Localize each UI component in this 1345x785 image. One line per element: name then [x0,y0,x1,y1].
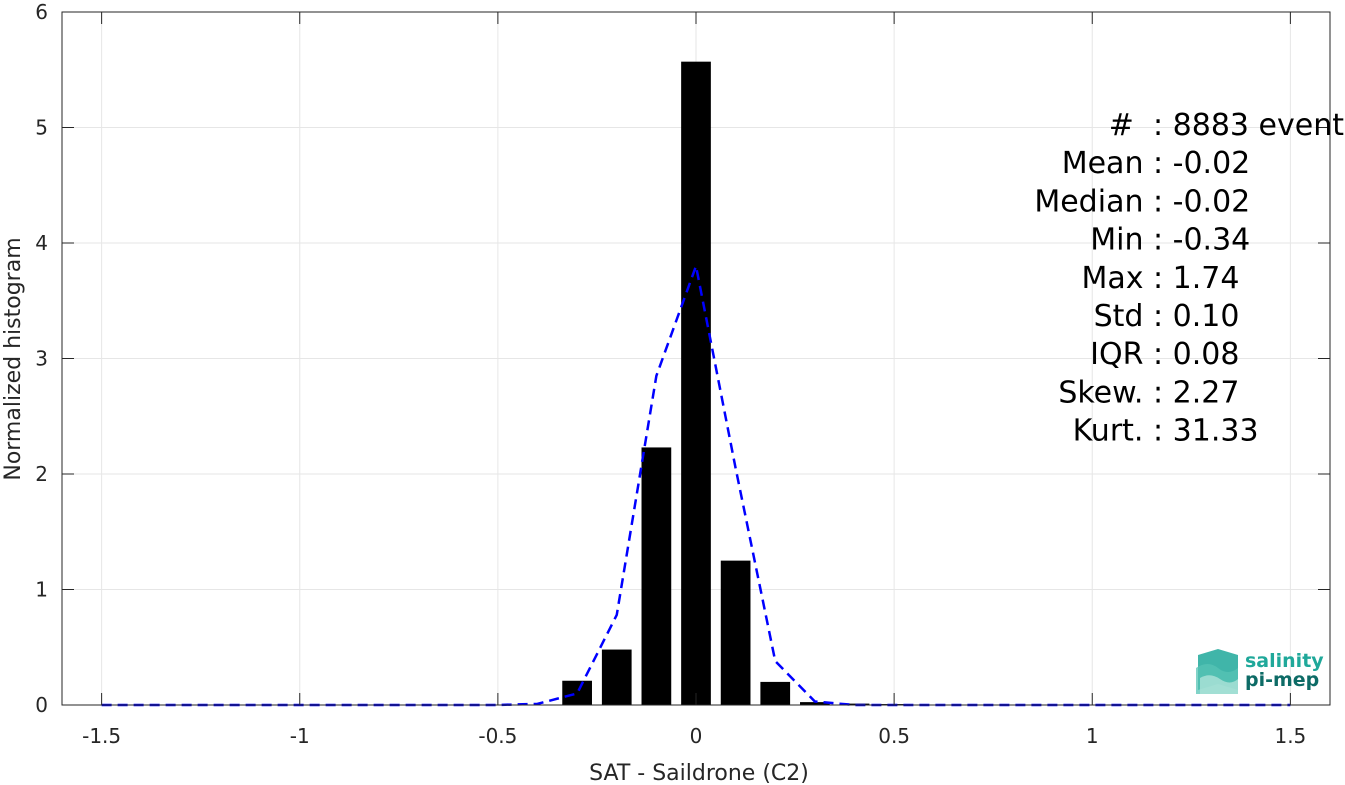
stat-label: # [1109,108,1153,143]
stat-value: : -0.34 [1153,223,1250,258]
histogram-bar [800,702,830,705]
histogram-bar [641,447,672,705]
x-tick-label: 1 [1086,724,1099,748]
x-tick-label: 1.5 [1274,724,1306,748]
stat-value: : -0.02 [1153,146,1250,181]
y-tick-labels: 0 1 2 3 4 5 6 [35,0,48,717]
y-tick-label: 2 [35,462,48,486]
y-tick-label: 0 [35,693,48,717]
stat-value: : 8883 events [1153,108,1345,143]
y-tick-label: 5 [35,116,48,140]
salinity-pi-mep-logo: salinity pi-mep [1196,649,1324,694]
x-tick-labels: -1.5 -1 -0.5 0 0.5 1 1.5 [82,724,1306,748]
logo-line1: salinity [1245,650,1324,672]
y-tick-label: 4 [35,231,48,255]
stat-value: : 2.27 [1153,375,1239,410]
histogram-bar [601,649,632,705]
stat-label: IQR [1090,337,1153,372]
logo-line2: pi-mep [1245,669,1319,691]
stat-label: Mean [1062,146,1153,181]
histogram-bars [562,61,909,706]
y-tick-label: 6 [35,0,48,24]
stat-label: Median [1034,184,1153,219]
stat-label: Kurt. [1073,414,1153,449]
x-tick-label: -0.5 [478,724,517,748]
histogram-bar [720,560,751,705]
stat-value: : 1.74 [1153,261,1239,296]
histogram-bar [839,703,870,705]
x-tick-label: -1 [290,724,310,748]
stat-value: : 0.08 [1153,337,1239,372]
axis-ticks [62,11,1330,706]
histogram-bar [562,680,592,705]
stat-label: Skew. [1058,375,1153,410]
salinity-wave-icon [1196,649,1238,694]
x-axis-label: SAT - Saildrone (C2) [589,761,809,785]
y-axis-label: Normalized histogram [1,237,26,480]
stat-value: : 0.10 [1153,299,1239,334]
x-tick-label: 0.5 [878,724,910,748]
y-tick-label: 1 [35,578,48,602]
stat-label: Std [1094,299,1153,334]
stat-label: Max [1081,261,1153,296]
stat-value: : -0.02 [1153,184,1250,219]
histogram-bar [681,61,711,706]
stat-value: : 31.33 [1153,414,1259,449]
y-tick-label: 3 [35,347,48,371]
histogram-bar [760,681,791,705]
x-tick-label: 0 [690,724,703,748]
x-tick-label: -1.5 [82,724,121,748]
stat-label: Min [1090,223,1153,258]
